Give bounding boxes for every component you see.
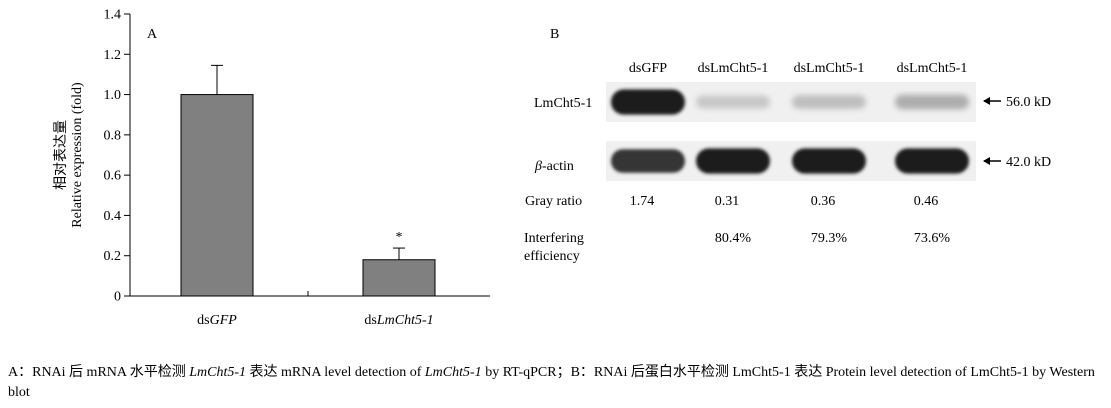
gray-ratio-value-1: 0.31 <box>715 194 740 209</box>
interfering-efficiency-value-1: 80.4% <box>715 231 752 246</box>
y-axis-label-en: Relative expression (fold) <box>70 82 85 228</box>
interfering-efficiency-value-2: 79.3% <box>811 231 848 246</box>
gray-ratio-value-3: 0.46 <box>914 194 939 209</box>
x-category-gene-0: GFP <box>210 313 238 328</box>
y-axis-title: 相对表达量 Relative expression (fold) <box>53 82 85 228</box>
x-category-gene-1: LmCht5-1 <box>376 313 434 328</box>
caption-part-2: 表达 mRNA level detection of <box>246 365 425 380</box>
caption-part-3: by RT-qPCR；B：RNAi 后蛋白水平检测 LmCht5-1 表达 Pr… <box>8 365 1095 400</box>
row-label-lmcht5: LmCht5-1 <box>534 96 592 111</box>
gray-ratio-values: 1.74 0.31 0.36 0.46 <box>630 194 939 209</box>
interfering-label-line1: Interfering <box>524 231 584 246</box>
blot-strips <box>606 82 976 181</box>
y-tick-label-1: 0.2 <box>104 249 122 264</box>
lane-label-2: dsLmCht5-1 <box>794 61 865 76</box>
x-category-0: dsGFP <box>197 313 237 328</box>
caption-part-1: A：RNAi 后 mRNA 水平检测 <box>8 365 190 380</box>
panel-a-label: A <box>147 27 158 42</box>
blot-band-r0-l3 <box>895 94 969 110</box>
y-tick-label-7: 1.4 <box>104 8 122 23</box>
x-category-1: dsLmCht5-1 <box>364 313 433 328</box>
marker-arrowhead-56kd <box>983 97 990 105</box>
marker-56kd: 56.0 kD <box>983 95 1051 110</box>
y-tick-label-2: 0.4 <box>104 209 122 224</box>
blot-band-r1-l1 <box>696 148 770 174</box>
panel-b-label: B <box>550 27 559 42</box>
row-label-actin: β-actin <box>534 159 574 174</box>
significance-mark-1: * <box>396 230 403 245</box>
blot-band-r0-l1 <box>696 95 770 109</box>
y-axis-ticks: 0 0.2 0.4 0.6 0.8 1.0 1.2 1.4 <box>104 8 130 305</box>
lane-labels: dsGFP dsLmCht5-1 dsLmCht5-1 dsLmCht5-1 <box>629 61 967 76</box>
bar-0 <box>180 94 254 297</box>
bar-1 <box>362 259 436 297</box>
gray-ratio-label: Gray ratio <box>525 194 582 209</box>
blot-band-r1-l0 <box>611 149 685 173</box>
interfering-efficiency-value-3: 73.6% <box>914 231 951 246</box>
x-category-prefix-0: ds <box>197 313 209 328</box>
blot-band-r1-l3 <box>895 148 969 174</box>
y-tick-label-4: 0.8 <box>104 128 122 143</box>
x-category-prefix-1: ds <box>364 313 376 328</box>
marker-42kd: 42.0 kD <box>983 155 1051 170</box>
marker-arrowhead-42kd <box>983 157 990 165</box>
gray-ratio-value-2: 0.36 <box>811 194 836 209</box>
western-blot-panel-b: B dsGFP dsLmCht5-1 dsLmCht5-1 dsLmCht5-1 Lm… <box>524 27 1051 264</box>
blot-band-r0-l0 <box>611 89 685 115</box>
marker-label-56kd: 56.0 kD <box>1006 95 1051 110</box>
interfering-efficiency-values: 80.4% 79.3% 73.6% <box>715 231 951 246</box>
bars: * <box>180 64 436 297</box>
lane-label-0: dsGFP <box>629 61 667 76</box>
x-axis-categories: dsGFP dsLmCht5-1 <box>197 313 433 328</box>
y-tick-label-6: 1.2 <box>104 48 122 63</box>
marker-label-42kd: 42.0 kD <box>1006 155 1051 170</box>
y-axis-label-cn: 相对表达量 <box>53 120 69 190</box>
lane-label-1: dsLmCht5-1 <box>698 61 769 76</box>
caption-gene-2: LmCht5-1 <box>424 365 482 380</box>
y-tick-label-3: 0.6 <box>104 169 122 184</box>
figure-caption: A：RNAi 后 mRNA 水平检测 LmCht5-1 表达 mRNA leve… <box>8 363 1108 403</box>
lane-label-3: dsLmCht5-1 <box>897 61 968 76</box>
blot-band-r1-l2 <box>792 148 866 174</box>
interfering-label-line2: efficiency <box>524 249 580 264</box>
caption-gene-1: LmCht5-1 <box>189 365 247 380</box>
blot-band-r0-l2 <box>792 95 866 109</box>
gray-ratio-value-0: 1.74 <box>630 194 655 209</box>
y-tick-label-5: 1.0 <box>104 88 122 103</box>
bar-chart-panel-a: A 相对表达量 Relative expression (fold) 00.20… <box>53 8 490 328</box>
y-tick-label-0: 0 <box>114 290 121 305</box>
